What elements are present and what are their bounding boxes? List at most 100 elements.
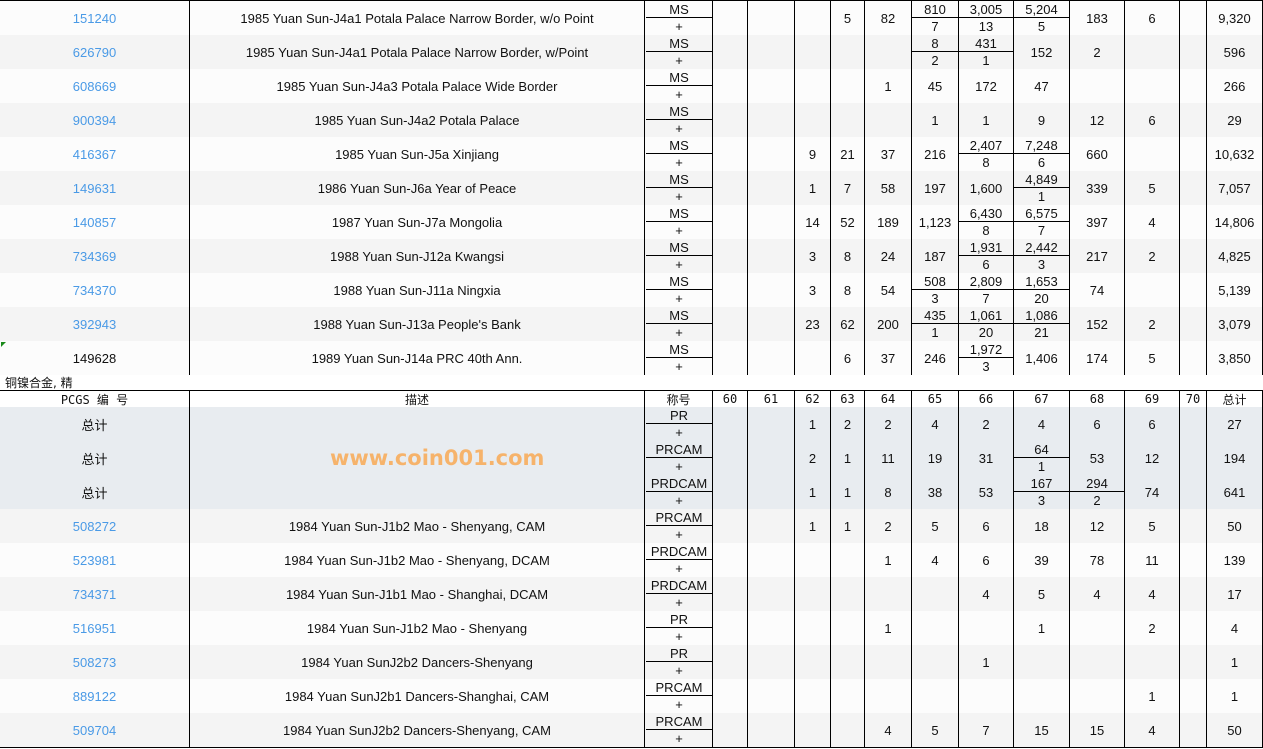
- grade-count-64: 11: [865, 441, 912, 475]
- grade-count-70: [1180, 69, 1207, 103]
- pcgs-number-link[interactable]: 508273: [0, 645, 190, 679]
- grade-count-70: [1180, 341, 1207, 375]
- grade-plus: +: [675, 595, 683, 610]
- grade-count-63: [831, 713, 865, 747]
- column-header: 称号: [645, 391, 713, 407]
- column-header: 描述: [190, 391, 645, 407]
- grade-count-63: 52: [831, 205, 865, 239]
- grade-cell: MS +: [645, 341, 713, 375]
- grade-count-65: 187: [912, 239, 959, 273]
- table-row: 149631 1986 Yuan Sun-J6a Year of Peace MS +…: [0, 171, 1263, 206]
- pcgs-number-link[interactable]: 900394: [0, 103, 190, 137]
- grade-count-65: [912, 611, 959, 645]
- grade-label: PRCAM: [646, 509, 712, 526]
- grade-label: PR: [646, 645, 712, 662]
- grade-count-63: 62: [831, 307, 865, 341]
- grade-count-63: 7: [831, 171, 865, 205]
- grade-plus: +: [675, 325, 683, 340]
- grade-count-69: 6: [1125, 1, 1180, 35]
- column-header: 63: [831, 391, 865, 407]
- description: [190, 407, 645, 441]
- pcgs-number-link[interactable]: 734371: [0, 577, 190, 611]
- pcgs-number-link[interactable]: 509704: [0, 713, 190, 747]
- grade-count-63: 6: [831, 341, 865, 375]
- grade-count-69: [1125, 137, 1180, 171]
- grade-count-63: [831, 679, 865, 713]
- grade-box: PRCAM +: [646, 509, 712, 543]
- grade-count-61: [748, 205, 795, 239]
- count-regular: 2,407: [959, 137, 1013, 154]
- count-plus: 1: [1037, 189, 1046, 204]
- grade-count-66: 1,972 3: [959, 341, 1014, 375]
- grade-count-63: [831, 577, 865, 611]
- count-regular: 7,248: [1014, 137, 1069, 154]
- grade-count-67: 4,849 1: [1014, 171, 1070, 205]
- grade-box: MS +: [646, 273, 712, 307]
- table-row: 734370 1988 Yuan Sun-J11a Ningxia MS +3 8 54 5…: [0, 273, 1263, 308]
- grade-count-65: 435 1: [912, 307, 959, 341]
- table-row: 626790 1985 Yuan Sun-J4a1 Potala Palace N…: [0, 35, 1263, 70]
- grade-count-65: 216: [912, 137, 959, 171]
- table-row: 523981 1984 Yuan Sun-J1b2 Mao - Shenyang,…: [0, 543, 1263, 578]
- pcgs-number-link[interactable]: 508272: [0, 509, 190, 543]
- description: 1985 Yuan Sun-J4a3 Potala Palace Wide Bo…: [190, 69, 645, 103]
- grade-count-69: [1125, 273, 1180, 307]
- grade-count-68: 174: [1070, 341, 1125, 375]
- table-row: 516951 1984 Yuan Sun-J1b2 Mao - Shenyang P…: [0, 611, 1263, 646]
- grade-count-60: [713, 307, 748, 341]
- grade-plus: +: [675, 527, 683, 542]
- grade-count-61: [748, 441, 795, 475]
- grade-count-69: 4: [1125, 577, 1180, 611]
- pcgs-number-link[interactable]: 516951: [0, 611, 190, 645]
- grade-box: PRCAM +: [646, 679, 712, 713]
- pcgs-number-link[interactable]: 889122: [0, 679, 190, 713]
- grade-count-68: 53: [1070, 441, 1125, 475]
- column-header: 60: [713, 391, 748, 407]
- pcgs-number-link[interactable]: 734369: [0, 239, 190, 273]
- total-count: 641: [1207, 475, 1263, 509]
- pcgs-number-link[interactable]: 734370: [0, 273, 190, 307]
- grade-count-62: [795, 1, 831, 35]
- grade-label: PRDCAM: [646, 577, 712, 594]
- grade-count-68: 6: [1070, 407, 1125, 441]
- description: 1984 Yuan SunJ2b1 Dancers-Shanghai, CAM: [190, 679, 645, 713]
- count-plus: 7: [1037, 223, 1046, 238]
- grade-count-69: 6: [1125, 103, 1180, 137]
- pcgs-number-link[interactable]: 140857: [0, 205, 190, 239]
- count-plus: 2: [1093, 493, 1101, 508]
- grade-count-65: [912, 577, 959, 611]
- table-row: 总计 PR +1 2 2 4 2 4 6 6 27: [0, 407, 1263, 442]
- description: [190, 475, 645, 509]
- pcgs-number-link[interactable]: 608669: [0, 69, 190, 103]
- description: 1985 Yuan Sun-J4a2 Potala Palace: [190, 103, 645, 137]
- pcgs-number-link[interactable]: 149631: [0, 171, 190, 205]
- count-plus: 8: [982, 223, 990, 238]
- grade-plus: +: [675, 155, 683, 170]
- grade-count-65: 810 7: [912, 1, 959, 35]
- grade-plus: +: [675, 189, 683, 204]
- grade-cell: PRDCAM +: [645, 543, 713, 577]
- grade-label: PRCAM: [646, 679, 712, 696]
- total-count: 266: [1207, 69, 1263, 103]
- grade-count-67: 39: [1014, 543, 1070, 577]
- grade-count-70: [1180, 239, 1207, 273]
- pcgs-number-link[interactable]: 523981: [0, 543, 190, 577]
- grade-cell: PRCAM +: [645, 509, 713, 543]
- count-regular: 1,086: [1014, 307, 1069, 324]
- grade-count-70: [1180, 475, 1207, 509]
- pcgs-number-link[interactable]: 626790: [0, 35, 190, 69]
- description: 1986 Yuan Sun-J6a Year of Peace: [190, 171, 645, 205]
- grade-count-66: 1,931 6: [959, 239, 1014, 273]
- grade-count-61: [748, 1, 795, 35]
- grade-count-62: [795, 543, 831, 577]
- grade-count-63: 8: [831, 239, 865, 273]
- grade-count-63: 21: [831, 137, 865, 171]
- grade-label: PR: [646, 611, 712, 628]
- pcgs-number-link[interactable]: 151240: [0, 1, 190, 35]
- grade-count-69: 6: [1125, 407, 1180, 441]
- grade-plus: +: [675, 19, 683, 34]
- pcgs-number-link[interactable]: 392943: [0, 307, 190, 341]
- grade-count-66: 431 1: [959, 35, 1014, 69]
- pcgs-number-link[interactable]: 416367: [0, 137, 190, 171]
- grade-count-69: 2: [1125, 611, 1180, 645]
